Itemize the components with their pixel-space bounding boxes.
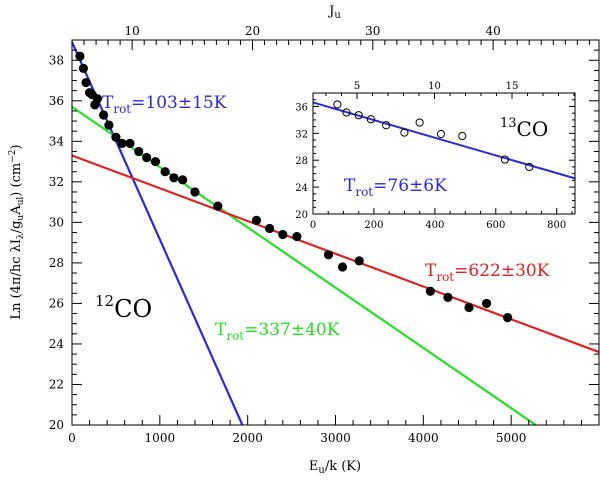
data-point	[503, 313, 513, 323]
inset-x-tick-label: 400	[425, 220, 444, 231]
fit-line-0	[70, 41, 244, 426]
inset-data-point	[415, 118, 424, 127]
x-tick-label: 2000	[232, 431, 263, 445]
inset-data-point	[366, 115, 375, 124]
inset-data-point	[436, 129, 446, 139]
main-plot-panel: 0 1000 2000 3000 4000 50002022242628303234363…	[8, 4, 600, 476]
x-tick-label: 5000	[496, 431, 527, 445]
data-point	[323, 250, 334, 260]
data-point	[213, 201, 223, 211]
data-point	[481, 298, 492, 309]
data-point	[99, 110, 109, 120]
x-axis-title: Eu/k (K)	[309, 459, 361, 476]
main-data-points	[75, 51, 513, 323]
inset-y-tick-label: 20	[295, 210, 308, 221]
data-point	[464, 302, 474, 313]
y-tick-label: 24	[49, 337, 65, 351]
data-point	[265, 223, 275, 234]
data-point	[78, 63, 89, 73]
inset-data-point	[382, 121, 391, 130]
data-point	[81, 77, 91, 88]
y-tick-label: 22	[49, 377, 64, 391]
inset-data-point	[458, 131, 467, 141]
inset-y-tick-label: 28	[295, 156, 308, 167]
data-point	[425, 286, 435, 296]
data-point	[337, 262, 348, 272]
inset-data-point	[500, 155, 510, 164]
data-point	[134, 146, 144, 157]
data-point	[190, 187, 200, 197]
inset-data-point	[354, 111, 363, 120]
y-tick-label: 36	[49, 94, 64, 108]
y-tick-label: 26	[49, 296, 64, 310]
data-point	[251, 215, 262, 225]
data-point	[117, 138, 127, 148]
inset-fit-line	[312, 101, 576, 180]
svg-text:Ln (4π/hc λIλ/guAul) (cm−2): Ln (4π/hc λIλ/guAul) (cm−2)	[8, 144, 26, 319]
main-plot-frame	[71, 39, 600, 426]
y-tick-label: 38	[49, 53, 64, 67]
inset-x-tick-label: 0	[310, 220, 316, 231]
y-axis-title: Ln (4π/hc λIλ/guAul) (cm−2)	[8, 144, 26, 319]
data-point	[178, 175, 188, 185]
y-tick-label: 20	[49, 418, 64, 432]
inset-y-tick-label: 32	[295, 129, 308, 140]
top-tick-label: 20	[245, 24, 260, 38]
data-point	[125, 138, 135, 148]
data-point	[75, 51, 85, 61]
inset-y-tick-label: 36	[295, 102, 308, 113]
data-point	[92, 94, 103, 104]
inset-top-tick-label: 15	[506, 81, 519, 92]
inset-data-point	[333, 100, 342, 109]
inset-top-tick-label: 10	[428, 81, 441, 92]
data-point	[292, 231, 302, 242]
data-point	[278, 229, 288, 240]
x-tick-label: 1000	[145, 431, 176, 445]
inset-tick-labels: 0 200 400 600 800 20 24 28 32 36 5 10 15	[295, 81, 566, 231]
inset-data-points	[333, 100, 534, 172]
species-label-12co: 12CO	[95, 292, 152, 323]
fit-label-green: Trot=337±40K	[215, 320, 340, 343]
inset-background	[313, 93, 575, 214]
inset-y-tick-label: 24	[295, 183, 308, 194]
data-point	[104, 120, 114, 130]
top-tick-label: 10	[125, 24, 140, 38]
data-point	[150, 156, 161, 167]
x-tick-label: 0	[68, 431, 76, 445]
x-tick-label: 4000	[408, 431, 439, 445]
fit-label-blue: Trot=103±15K	[102, 93, 227, 116]
x-tick-label: 3000	[320, 431, 351, 445]
data-point	[354, 256, 364, 266]
inset-x-tick-label: 800	[547, 220, 566, 231]
inset-top-tick-label: 5	[354, 81, 360, 92]
data-point	[142, 152, 152, 163]
data-point	[169, 173, 179, 183]
y-tick-label: 28	[49, 256, 64, 270]
y-tick-label: 32	[49, 175, 64, 189]
inset-fit-lines	[312, 101, 576, 180]
main-tick-labels: 0 1000 2000 3000 4000 50002022242628303234363…	[49, 24, 527, 445]
inset-data-point	[342, 108, 351, 117]
inset-x-tick-label: 200	[364, 220, 383, 231]
top-tick-label: 30	[365, 24, 380, 38]
inset-plot-frame	[312, 92, 576, 215]
data-point	[443, 292, 453, 302]
data-point	[160, 167, 170, 177]
fit-label-red: Trot=622±30K	[425, 261, 550, 284]
top-tick-label: 40	[485, 24, 500, 38]
y-tick-label: 30	[49, 215, 64, 229]
inset-x-tick-label: 600	[486, 220, 505, 231]
species-label-13co: 13CO	[500, 116, 548, 141]
data-point	[111, 132, 121, 142]
y-tick-label: 34	[49, 134, 65, 148]
inset-data-point	[525, 162, 534, 172]
inset-data-point	[400, 128, 409, 137]
